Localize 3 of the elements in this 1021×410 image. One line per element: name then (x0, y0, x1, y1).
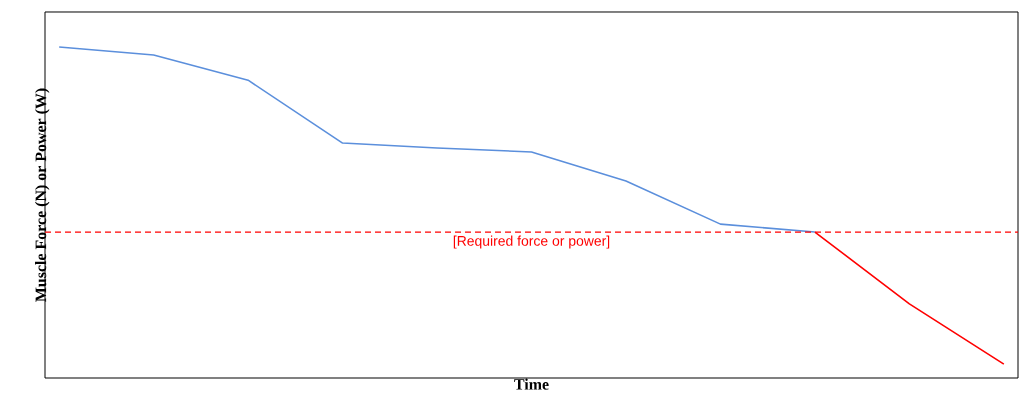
ref-line-label: [Required force or power] (453, 235, 610, 249)
y-axis-title: Muscle Force (N) or Power (W) (35, 88, 50, 302)
x-axis-title: Time (514, 378, 549, 390)
